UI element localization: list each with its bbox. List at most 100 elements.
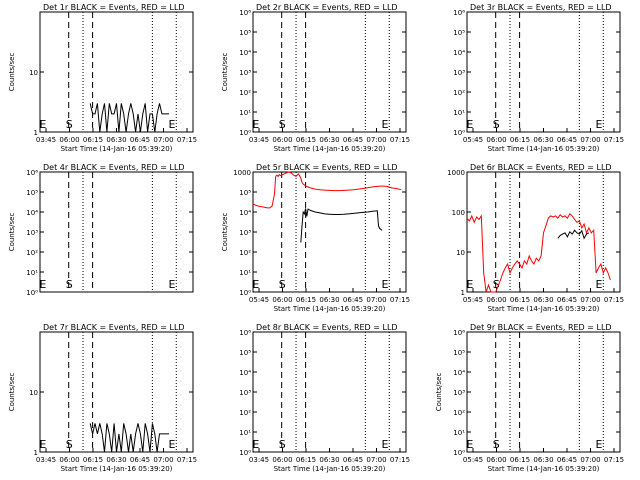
panel-title: Det 1r BLACK = Events, RED = LLD (43, 3, 185, 12)
y-tick-label: 10¹ (26, 269, 38, 277)
plot-frame (39, 11, 194, 133)
x-tick-label: 06:30 (319, 456, 339, 464)
panel-title: Det 7r BLACK = Events, RED = LLD (43, 323, 185, 332)
marker-e: E (595, 118, 602, 131)
x-tick-label: 06:45 (343, 296, 363, 304)
panel-title: Det 2r BLACK = Events, RED = LLD (256, 3, 398, 12)
y-tick-label: 10² (453, 409, 465, 417)
panel-title: Det 9r BLACK = Events, RED = LLD (470, 323, 612, 332)
x-tick-label: 05:45 (249, 296, 269, 304)
marker-e: E (595, 438, 602, 451)
marker-e: E (466, 118, 473, 131)
y-tick-label: 10¹ (453, 429, 465, 437)
x-axis-label: Start Time (14-Jan-16 05:39:20) (488, 465, 600, 473)
y-tick-label: 10 (456, 249, 465, 257)
y-tick-label: 10⁵ (239, 29, 251, 37)
y-tick-label: 10⁰ (26, 289, 38, 297)
marker-s: S (66, 118, 73, 131)
x-axis-label: Start Time (14-Jan-16 05:39:20) (488, 305, 600, 313)
marker-e: E (381, 438, 388, 451)
y-tick-label: 10⁶ (453, 329, 465, 337)
panel-title: Det 5r BLACK = Events, RED = LLD (256, 163, 398, 172)
y-tick-label: 10² (239, 249, 251, 257)
y-tick-label: 10⁴ (453, 369, 465, 377)
plot-frame (39, 171, 194, 293)
y-tick-label: 1 (34, 129, 38, 137)
x-tick-label: 06:00 (486, 456, 506, 464)
x-axis-label: Start Time (14-Jan-16 05:39:20) (274, 145, 386, 153)
y-tick-label: 10⁶ (239, 9, 251, 17)
panel-title: Det 3r BLACK = Events, RED = LLD (470, 3, 612, 12)
x-tick-label: 03:45 (36, 136, 56, 144)
y-axis-label: Counts/sec (221, 213, 229, 252)
y-tick-label: 10⁰ (453, 129, 465, 137)
y-axis-label: Counts/sec (8, 53, 16, 92)
x-tick-label: 03:45 (249, 136, 269, 144)
y-tick-label: 10¹ (453, 109, 465, 117)
x-tick-label: 07:15 (604, 296, 624, 304)
x-axis-label: Start Time (14-Jan-16 05:39:20) (61, 465, 173, 473)
y-tick-label: 10⁰ (239, 289, 251, 297)
marker-e: E (168, 278, 175, 291)
y-tick-label: 10² (239, 409, 251, 417)
y-tick-label: 10⁴ (26, 209, 38, 217)
marker-e: E (252, 278, 259, 291)
y-tick-label: 10⁴ (453, 49, 465, 57)
x-tick-label: 06:45 (557, 136, 577, 144)
y-tick-label: 10⁴ (239, 369, 251, 377)
panel-title: Det 8r BLACK = Events, RED = LLD (256, 323, 398, 332)
x-tick-label: 07:00 (580, 296, 600, 304)
y-tick-label: 1000 (447, 169, 465, 177)
y-axis-label: Counts/sec (221, 53, 229, 92)
panel-det-8: Det 8r BLACK = Events, RED = LLD 10⁰ 10¹ 10… (239, 323, 410, 473)
y-tick-label: 10¹ (239, 269, 251, 277)
plot-frame (252, 331, 407, 453)
y-tick-label: 1 (461, 289, 465, 297)
x-tick-label: 07:15 (390, 136, 410, 144)
marker-e: E (168, 118, 175, 131)
x-tick-label: 06:45 (130, 136, 150, 144)
y-tick-label: 10⁶ (26, 169, 38, 177)
x-tick-label: 06:00 (272, 456, 292, 464)
x-tick-label: 07:15 (390, 296, 410, 304)
x-tick-label: 06:15 (83, 456, 103, 464)
y-tick-label: 10² (453, 89, 465, 97)
marker-e: E (381, 278, 388, 291)
x-tick-label: 06:15 (510, 456, 530, 464)
y-tick-label: 10² (26, 249, 38, 257)
y-axis-label: Counts/sec (435, 373, 443, 412)
y-tick-label: 10 (29, 69, 38, 77)
x-tick-label: 06:45 (343, 136, 363, 144)
y-tick-label: 10³ (239, 229, 251, 237)
plot-frame (466, 11, 621, 133)
x-tick-label: 06:30 (106, 136, 126, 144)
x-tick-label: 07:00 (580, 136, 600, 144)
marker-s: S (279, 118, 286, 131)
y-tick-label: 10³ (453, 69, 465, 77)
marker-s: S (66, 438, 73, 451)
x-tick-label: 06:30 (319, 296, 339, 304)
x-tick-label: 06:15 (296, 296, 316, 304)
y-tick-label: 10¹ (239, 429, 251, 437)
marker-e: E (39, 278, 46, 291)
y-tick-label: 1 (34, 449, 38, 457)
series-events-black (300, 208, 383, 243)
panel-det-4: Det 4r BLACK = Events, RED = LLD 10⁰ 10¹ 10… (8, 163, 194, 297)
x-axis-label: Start Time (14-Jan-16 05:39:20) (274, 465, 386, 473)
y-tick-label: 10³ (239, 69, 251, 77)
y-tick-label: 10³ (26, 229, 38, 237)
x-tick-label: 06:30 (533, 456, 553, 464)
marker-s: S (493, 278, 500, 291)
x-tick-label: 07:00 (366, 296, 386, 304)
y-tick-label: 1000 (233, 169, 251, 177)
y-tick-label: 10⁶ (239, 329, 251, 337)
panel-det-6: Det 6r BLACK = Events, RED = LLD 1 10 100 10… (447, 163, 624, 313)
x-tick-label: 06:45 (557, 456, 577, 464)
panel-det-2: Det 2r BLACK = Events, RED = LLD 10⁰ 10¹ 10… (221, 3, 410, 153)
y-tick-label: 10³ (453, 389, 465, 397)
y-tick-label: 10² (239, 89, 251, 97)
y-tick-label: 10⁵ (453, 29, 465, 37)
x-tick-label: 06:15 (83, 136, 103, 144)
x-tick-label: 06:15 (510, 296, 530, 304)
